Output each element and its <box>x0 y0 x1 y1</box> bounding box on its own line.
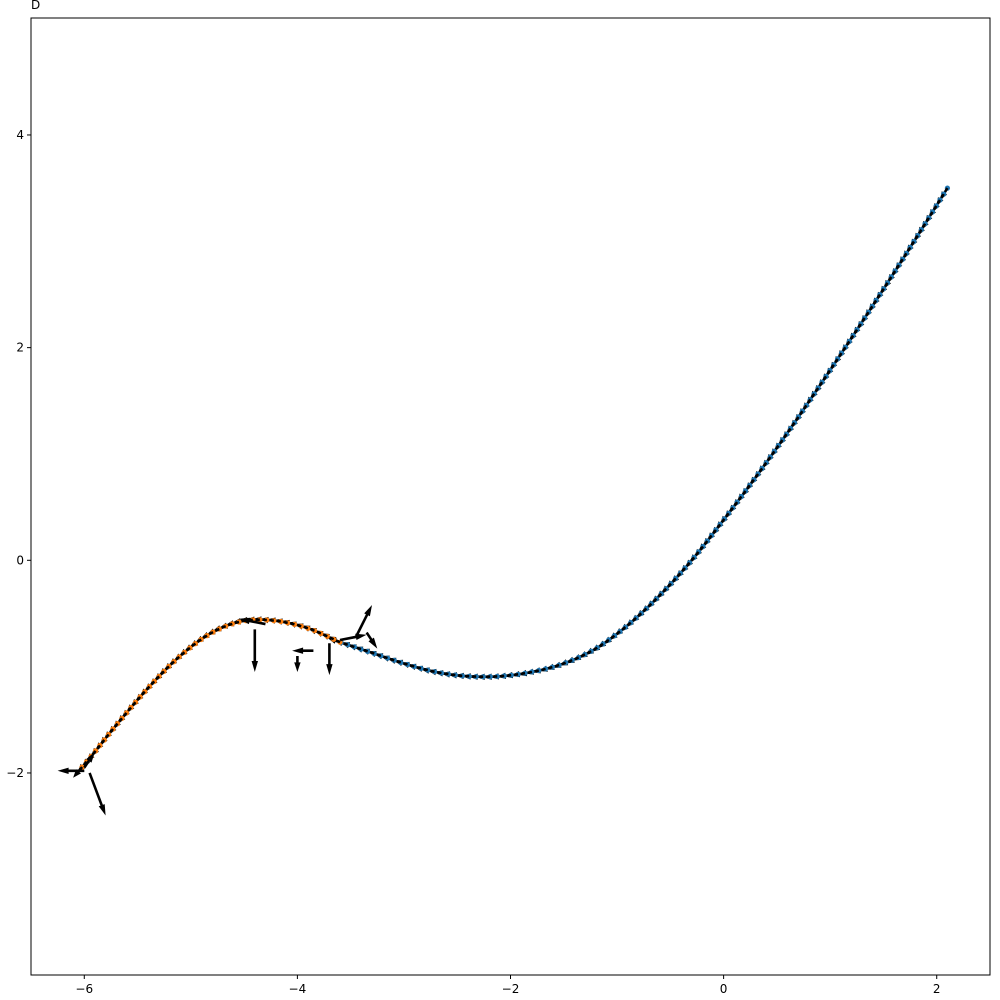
quiver-arrow <box>251 629 258 672</box>
quiver-arrow <box>365 631 378 649</box>
x-tick-label: −4 <box>289 982 307 996</box>
y-tick-label: 2 <box>16 341 24 355</box>
axis-ticks: −6 −4 −2 0 2 −2 0 2 4 <box>6 128 940 996</box>
plot-area <box>57 185 951 816</box>
series-2 <box>73 616 343 778</box>
quiver-arrow <box>326 643 333 676</box>
x-tick-label: 0 <box>720 982 728 996</box>
y-tick-label: 4 <box>16 128 24 142</box>
quiver-arrow <box>294 656 301 672</box>
outlier-arrows <box>57 605 378 816</box>
quiver-arrow <box>238 617 266 626</box>
x-tick-label: −2 <box>502 982 520 996</box>
quiver-arrow <box>88 772 106 816</box>
quiver-arrow <box>292 647 314 654</box>
x-tick-label: 2 <box>933 982 941 996</box>
plot-frame <box>30 17 991 976</box>
quiver-arrow <box>339 633 367 642</box>
corner-label: D <box>31 0 41 12</box>
y-tick-label: −2 <box>6 766 24 780</box>
quiver-arrow <box>57 767 85 774</box>
quiver-arrow <box>83 751 95 769</box>
x-tick-label: −6 <box>75 982 93 996</box>
y-tick-label: 0 <box>16 553 24 567</box>
quiver-arrow <box>354 605 372 638</box>
series-1 <box>327 185 951 680</box>
